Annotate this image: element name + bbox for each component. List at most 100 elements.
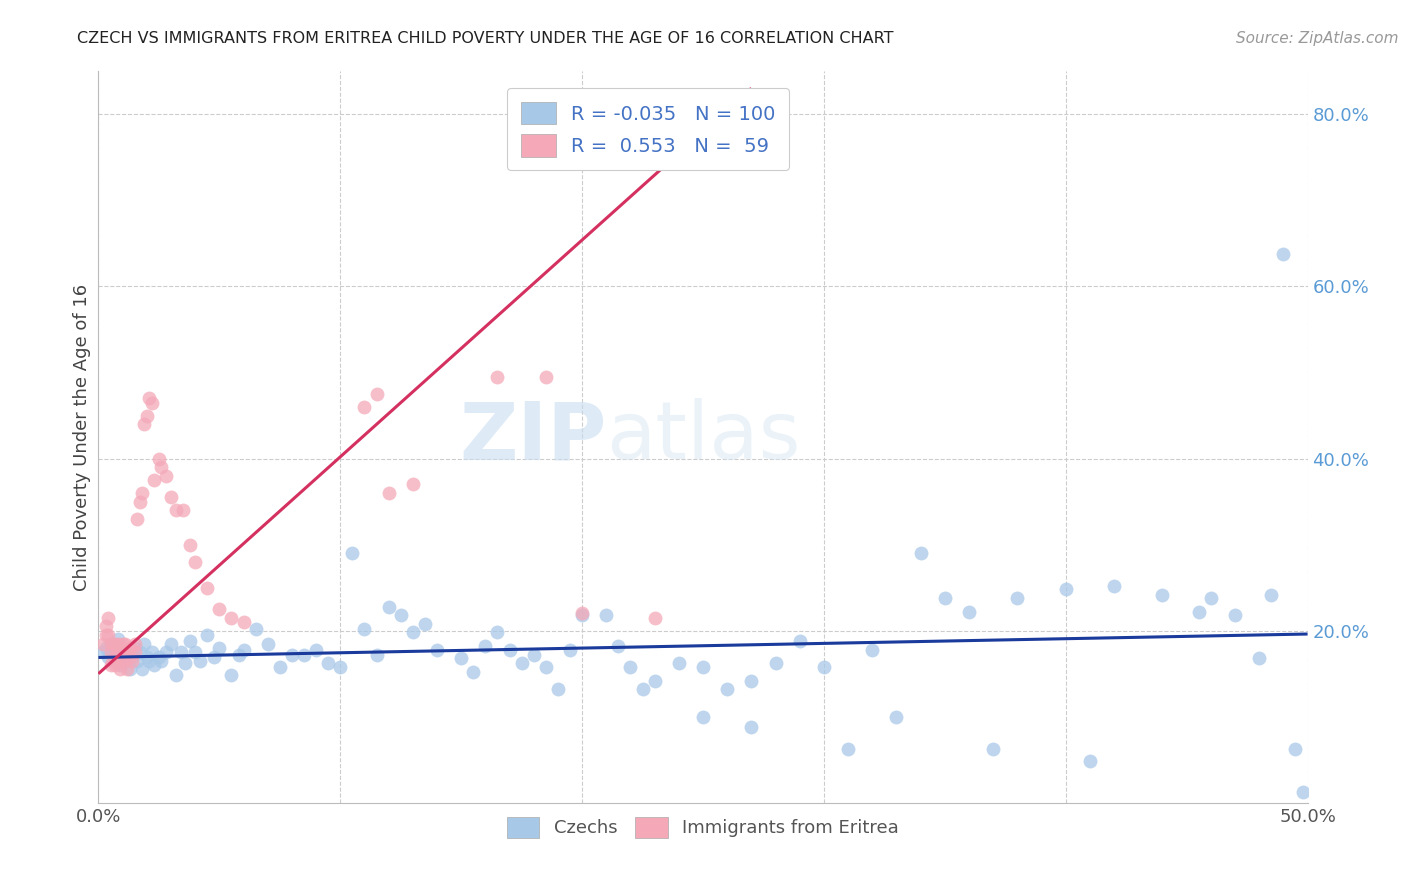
Point [143, 473, 166, 487]
Point [124, 640, 146, 655]
Point [377, 599, 399, 614]
Point [1078, 755, 1101, 769]
Point [111, 645, 134, 659]
Point [141, 395, 163, 409]
Point [108, 662, 131, 676]
Point [107, 637, 129, 651]
Point [232, 615, 254, 629]
Point [558, 642, 581, 657]
Point [886, 710, 908, 724]
Point [329, 660, 352, 674]
Point [150, 654, 173, 668]
Point [160, 637, 183, 651]
Point [121, 649, 143, 664]
Point [128, 494, 150, 508]
Point [534, 369, 557, 384]
Point [94, 640, 117, 655]
Point [114, 637, 136, 651]
Point [124, 645, 146, 659]
Legend: Czechs, Immigrants from Eritrea: Czechs, Immigrants from Eritrea [499, 810, 907, 845]
Point [245, 622, 267, 636]
Point [155, 645, 177, 659]
Point [692, 660, 714, 674]
Point [121, 654, 143, 668]
Point [148, 451, 170, 466]
Point [221, 668, 243, 682]
Point [571, 607, 593, 621]
Point [402, 625, 425, 640]
Point [179, 538, 201, 552]
Text: CZECH VS IMMIGRANTS FROM ERITREA CHILD POVERTY UNDER THE AGE OF 16 CORRELATION C: CZECH VS IMMIGRANTS FROM ERITREA CHILD P… [77, 31, 894, 46]
Point [127, 654, 149, 668]
Point [353, 400, 375, 414]
Text: ZIP: ZIP [458, 398, 606, 476]
Point [117, 645, 139, 659]
Point [131, 662, 153, 676]
Point [486, 369, 509, 384]
Point [141, 645, 163, 659]
Point [510, 657, 533, 671]
Point [426, 642, 449, 657]
Point [104, 658, 127, 673]
Point [97, 628, 120, 642]
Point [155, 468, 177, 483]
Point [353, 622, 375, 636]
Point [547, 682, 569, 697]
Point [135, 409, 157, 423]
Point [716, 682, 738, 697]
Point [644, 611, 666, 625]
Point [148, 649, 170, 664]
Point [292, 648, 315, 662]
Point [114, 645, 136, 659]
Point [111, 654, 134, 668]
Point [184, 645, 207, 659]
Point [228, 648, 250, 662]
Point [150, 460, 173, 475]
Point [813, 660, 835, 674]
Point [269, 660, 291, 674]
Point [910, 546, 932, 560]
Point [366, 387, 388, 401]
Point [981, 742, 1004, 756]
Point [107, 654, 129, 668]
Point [523, 648, 546, 662]
Point [619, 660, 641, 674]
Point [108, 658, 131, 673]
Point [188, 654, 211, 668]
Text: Source: ZipAtlas.com: Source: ZipAtlas.com [1236, 31, 1399, 46]
Point [118, 662, 141, 676]
Point [631, 682, 654, 697]
Point [117, 662, 139, 676]
Point [100, 645, 122, 659]
Point [104, 637, 127, 651]
Point [1102, 579, 1125, 593]
Point [100, 658, 122, 673]
Point [143, 658, 166, 673]
Point [1054, 582, 1077, 597]
Point [94, 628, 117, 642]
Point [97, 611, 120, 625]
Point [91, 637, 114, 651]
Point [256, 637, 278, 651]
Point [692, 710, 714, 724]
Point [1199, 591, 1222, 605]
Point [184, 555, 207, 569]
Point [463, 665, 485, 679]
Point [1152, 588, 1174, 602]
Point [1272, 247, 1295, 261]
Point [232, 642, 254, 657]
Point [128, 645, 150, 659]
Point [101, 654, 124, 668]
Point [281, 648, 304, 662]
Text: atlas: atlas [606, 398, 800, 476]
Point [221, 611, 243, 625]
Point [534, 660, 557, 674]
Point [789, 634, 811, 648]
Point [450, 651, 472, 665]
Point [204, 649, 226, 664]
Point [127, 512, 149, 526]
Point [1292, 785, 1315, 799]
Point [934, 591, 956, 605]
Point [195, 581, 218, 595]
Point [169, 645, 191, 659]
